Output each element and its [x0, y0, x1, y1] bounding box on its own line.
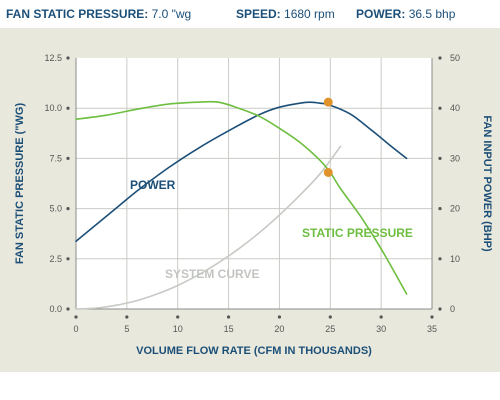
x-tick-dot [74, 315, 78, 319]
series-label-static-pressure: STATIC PRESSURE [302, 226, 413, 240]
y-right-tick-dot [438, 156, 442, 160]
x-tick-dot [176, 315, 180, 319]
x-tick-label: 0 [73, 324, 78, 334]
x-tick-dot [379, 315, 383, 319]
x-axis-title: VOLUME FLOW RATE (CFM IN THOUSANDS) [136, 345, 372, 357]
x-tick-dot [277, 315, 282, 319]
pressure-readout: FAN STATIC PRESSURE: 7.0 "wg [6, 7, 191, 21]
y-left-tick-label: 0.0 [49, 304, 62, 314]
y-axis-right-title: FAN INPUT POWER (BHP) [481, 115, 493, 252]
y-right-tick-label: 30 [450, 153, 460, 163]
y-right-tick-dot [438, 307, 442, 311]
y-right-tick-dot [438, 207, 442, 211]
y-left-tick-label: 7.5 [49, 153, 62, 163]
y-left-tick-label: 10.0 [44, 103, 62, 113]
x-tick-dot [226, 315, 231, 319]
x-tick-label: 15 [224, 324, 234, 334]
y-right-tick-label: 20 [450, 204, 460, 214]
y-right-tick-label: 0 [450, 304, 455, 314]
series-label-system-curve: SYSTEM CURVE [165, 267, 259, 281]
x-tick-label: 25 [325, 324, 335, 334]
x-tick-label: 5 [124, 324, 129, 334]
y-right-tick-dot [438, 257, 442, 261]
y-left-tick-dot [66, 207, 70, 211]
speed-label: SPEED: [236, 7, 281, 21]
speed-value: 1680 rpm [284, 7, 335, 21]
series-label-power: POWER [130, 178, 176, 192]
y-right-tick-dot [438, 56, 442, 60]
power-value: 36.5 bhp [408, 7, 456, 21]
y-right-tick-label: 40 [450, 103, 460, 113]
y-right-tick-label: 10 [450, 254, 460, 264]
y-left-tick-dot [66, 307, 70, 311]
series-line-static-pressure [75, 100, 408, 295]
y-right-tick-label: 50 [450, 53, 460, 63]
operating-point-marker [323, 167, 333, 177]
speed-readout: SPEED: 1680 rpm [236, 7, 335, 21]
y-left-tick-dot [66, 156, 70, 160]
x-tick-label: 35 [427, 324, 437, 334]
chart-header: FAN STATIC PRESSURE: 7.0 "wg SPEED: 1680… [0, 0, 500, 28]
fan-curve-chart: 0 5 10 15 20 25 30 35 0.0 2.5 5.0 7.5 10.0 12.5 0 10 20 3… [14, 53, 493, 357]
y-axis-left-title: FAN STATIC PRESSURE ("WG) [14, 103, 26, 265]
plot-area [76, 58, 432, 309]
x-tick-label: 20 [274, 324, 284, 334]
series-line-power [75, 101, 408, 242]
power-label: POWER: [356, 7, 406, 21]
y-right-tick-dot [438, 106, 442, 110]
power-readout: POWER: 36.5 bhp [356, 7, 455, 21]
y-left-tick-label: 5.0 [49, 204, 62, 214]
pressure-value: 7.0 "wg [151, 7, 192, 21]
x-tick-label: 10 [173, 324, 183, 334]
x-tick-label: 30 [376, 324, 386, 334]
pressure-label: FAN STATIC PRESSURE: [6, 7, 149, 21]
y-left-tick-label: 2.5 [49, 254, 62, 264]
x-tick-dot [430, 315, 434, 319]
operating-point-marker [323, 97, 333, 107]
x-tick-dot [328, 315, 332, 319]
chart-panel: 0 5 10 15 20 25 30 35 0.0 2.5 5.0 7.5 10.0 12.5 0 10 20 3… [0, 28, 500, 372]
y-left-tick-dot [66, 257, 70, 261]
y-left-tick-dot [66, 106, 70, 110]
series-line-system-curve [75, 145, 342, 310]
x-tick-dot [125, 315, 129, 319]
y-left-tick-label: 12.5 [44, 53, 62, 63]
y-left-tick-dot [66, 56, 70, 60]
